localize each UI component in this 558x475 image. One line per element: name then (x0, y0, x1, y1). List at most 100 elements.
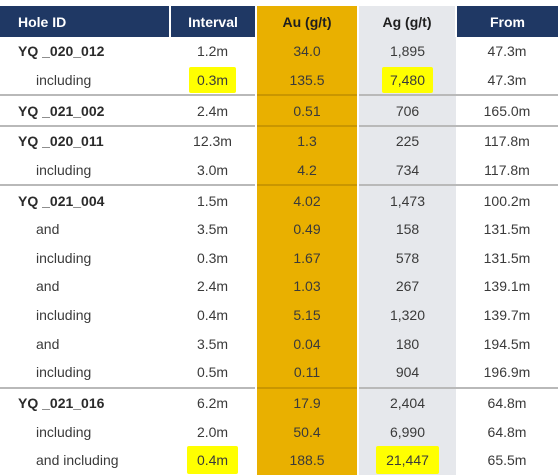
interval-cell: 3.5m (170, 214, 256, 244)
interval-cell: 2.4m (170, 94, 256, 126)
from-cell: 64.8m (456, 386, 558, 418)
from-cell: 117.8m (456, 155, 558, 186)
ag-cell: 1,895 (358, 37, 456, 66)
table-row: YQ _021_004 1.5m 4.02 1,473 100.2m (0, 184, 558, 215)
header-row: Hole ID Interval Au (g/t) Ag (g/t) From (0, 6, 558, 37)
highlighted-interval: 0.3m (188, 66, 237, 93)
table-body: YQ _020_012 1.2m 34.0 1,895 47.3m includ… (0, 37, 558, 475)
ag-cell: 706 (358, 94, 456, 126)
hole-id-cell: including (0, 417, 170, 446)
table-row: including 3.0m 4.2 734 117.8m (0, 155, 558, 186)
from-cell: 139.1m (456, 272, 558, 301)
ag-cell: 7,480 (358, 65, 456, 96)
ag-cell: 180 (358, 329, 456, 359)
hole-id-cell: including (0, 358, 170, 388)
hole-id-cell: including (0, 243, 170, 273)
hole-id-cell: including (0, 300, 170, 330)
au-cell: 4.2 (255, 155, 359, 186)
ag-cell: 267 (358, 272, 456, 301)
header-interval: Interval (169, 6, 256, 37)
interval-cell: 0.5m (170, 358, 256, 388)
au-cell: 0.49 (255, 214, 359, 244)
ag-cell: 734 (358, 155, 456, 186)
ag-cell: 225 (358, 124, 456, 156)
from-cell: 131.5m (456, 214, 558, 244)
au-cell: 1.67 (255, 243, 359, 273)
au-cell: 1.03 (255, 272, 359, 301)
header-au: Au (g/t) (255, 6, 358, 37)
table-row: YQ _021_016 6.2m 17.9 2,404 64.8m (0, 386, 558, 418)
au-cell: 135.5 (255, 65, 359, 96)
hole-id-cell: and (0, 214, 170, 244)
from-cell: 64.8m (456, 417, 558, 446)
hole-id-cell: including (0, 155, 170, 186)
from-cell: 131.5m (456, 243, 558, 273)
header-from: From (455, 6, 558, 37)
interval-cell: 3.0m (170, 155, 256, 186)
interval-cell: 1.2m (170, 37, 256, 66)
table-row: and 3.5m 0.49 158 131.5m (0, 214, 558, 244)
highlighted-interval: 0.4m (186, 446, 239, 475)
header-ag: Ag (g/t) (357, 6, 456, 37)
table-row: including 0.3m 135.5 7,480 47.3m (0, 65, 558, 96)
hole-id-cell: YQ _020_012 (0, 37, 170, 66)
interval-cell: 2.4m (170, 272, 256, 301)
from-cell: 65.5m (456, 445, 558, 475)
au-cell: 50.4 (255, 417, 359, 446)
table-row: including 0.4m 5.15 1,320 139.7m (0, 300, 558, 330)
interval-cell: 1.5m (170, 184, 256, 215)
from-cell: 100.2m (456, 184, 558, 215)
hole-id-cell: YQ _021_002 (0, 94, 170, 126)
ag-cell: 1,320 (358, 300, 456, 330)
table-row: YQ _020_012 1.2m 34.0 1,895 47.3m (0, 37, 558, 66)
interval-cell: 0.3m (170, 65, 256, 96)
interval-cell: 3.5m (170, 329, 256, 359)
au-cell: 1.3 (255, 124, 359, 156)
hole-id-cell: YQ _021_004 (0, 184, 170, 215)
au-cell: 0.11 (255, 358, 359, 388)
from-cell: 117.8m (456, 124, 558, 156)
au-cell: 188.5 (255, 445, 359, 475)
highlighted-ag-value: 21,447 (376, 446, 439, 475)
hole-id-cell: YQ _020_011 (0, 124, 170, 156)
ag-cell: 904 (358, 358, 456, 388)
from-cell: 194.5m (456, 329, 558, 359)
au-cell: 4.02 (255, 184, 359, 215)
table-row: including 0.5m 0.11 904 196.9m (0, 358, 558, 388)
interval-cell: 2.0m (170, 417, 256, 446)
ag-cell: 158 (358, 214, 456, 244)
drill-results-table: Hole ID Interval Au (g/t) Ag (g/t) From … (0, 6, 558, 475)
from-cell: 196.9m (456, 358, 558, 388)
ag-cell: 2,404 (358, 386, 456, 418)
table-row: including 2.0m 50.4 6,990 64.8m (0, 417, 558, 446)
interval-cell: 0.4m (170, 300, 256, 330)
table-row: YQ _020_011 12.3m 1.3 225 117.8m (0, 124, 558, 156)
from-cell: 165.0m (456, 94, 558, 126)
table-row: YQ _021_002 2.4m 0.51 706 165.0m (0, 94, 558, 126)
hole-id-cell: and including (0, 445, 170, 475)
table-row: and including 0.4m 188.5 21,447 65.5m (0, 445, 558, 475)
header-hole-id: Hole ID (0, 6, 170, 37)
au-cell: 0.04 (255, 329, 359, 359)
au-cell: 34.0 (255, 37, 359, 66)
ag-cell: 578 (358, 243, 456, 273)
hole-id-cell: including (0, 65, 170, 96)
ag-cell: 21,447 (358, 445, 456, 475)
au-cell: 5.15 (255, 300, 359, 330)
from-cell: 139.7m (456, 300, 558, 330)
highlighted-ag-value: 7,480 (381, 66, 434, 93)
table-row: and 3.5m 0.04 180 194.5m (0, 329, 558, 359)
table-row: including 0.3m 1.67 578 131.5m (0, 243, 558, 273)
interval-cell: 6.2m (170, 386, 256, 418)
from-cell: 47.3m (456, 37, 558, 66)
au-cell: 0.51 (255, 94, 359, 126)
ag-cell: 6,990 (358, 417, 456, 446)
au-cell: 17.9 (255, 386, 359, 418)
interval-cell: 0.3m (170, 243, 256, 273)
hole-id-cell: and (0, 329, 170, 359)
interval-cell: 12.3m (170, 124, 256, 156)
from-cell: 47.3m (456, 65, 558, 96)
ag-cell: 1,473 (358, 184, 456, 215)
hole-id-cell: YQ _021_016 (0, 386, 170, 418)
table-header: Hole ID Interval Au (g/t) Ag (g/t) From (0, 6, 558, 37)
